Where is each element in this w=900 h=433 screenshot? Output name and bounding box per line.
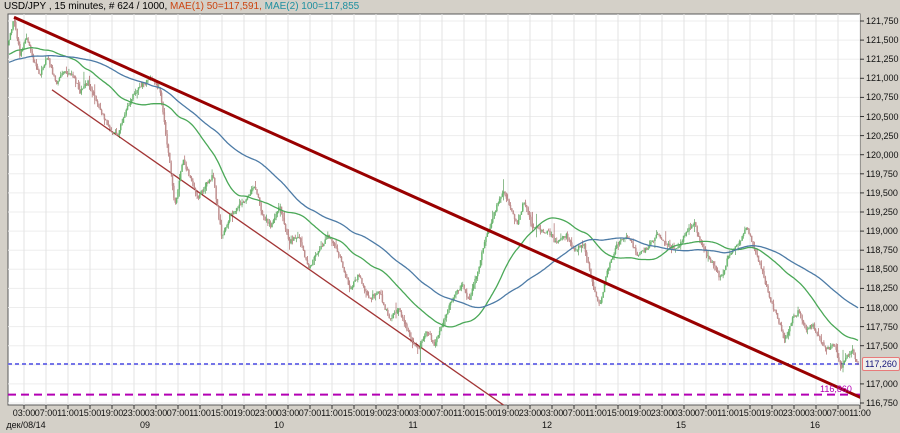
ma-line-50 bbox=[8, 47, 859, 341]
time-axis-label: 15:00 bbox=[210, 408, 234, 418]
time-axis-label: 11:00 bbox=[321, 408, 343, 418]
price-axis-label: 117,750 bbox=[866, 322, 898, 332]
price-axis-label: 118,750 bbox=[866, 245, 898, 255]
price-axis-label: 117,500 bbox=[866, 341, 898, 351]
time-axis-label: 11:00 bbox=[453, 408, 475, 418]
date-label: 11 bbox=[408, 420, 418, 430]
time-axis-label: 03:00 bbox=[144, 408, 168, 418]
price-axis-label: 116,750 bbox=[866, 398, 898, 408]
price-axis-label: 119,500 bbox=[866, 188, 898, 198]
time-axis-label: 19:00 bbox=[232, 408, 256, 418]
time-axis-label: 11:00 bbox=[57, 408, 79, 418]
price-axis-label: 118,250 bbox=[866, 283, 898, 293]
price-axis-label: 119,750 bbox=[866, 169, 898, 179]
time-axis-label: 11:00 bbox=[189, 408, 211, 418]
price-axis-label: 117,000 bbox=[866, 379, 898, 389]
time-axis-label: 07:00 bbox=[430, 408, 454, 418]
date-label: дек/08/14 bbox=[6, 420, 46, 430]
time-axis-label: 23:00 bbox=[782, 408, 806, 418]
date-label: 16 bbox=[809, 420, 821, 430]
price-axis-label: 120,750 bbox=[866, 92, 899, 102]
support-line-price-label: 116,860 bbox=[820, 384, 852, 394]
secondary-trendline bbox=[51, 89, 505, 405]
candles bbox=[8, 19, 859, 373]
mae2-indicator-value: MAE(2) 100=117,855 bbox=[264, 1, 360, 12]
date-label: 10 bbox=[273, 420, 285, 430]
time-axis-label: 03:00 bbox=[672, 408, 696, 418]
time-axis-label: 03:00 bbox=[540, 408, 564, 418]
time-axis-label: 07:00 bbox=[166, 408, 190, 418]
moving-average-lines bbox=[8, 47, 859, 341]
time-axis-label: 15:00 bbox=[78, 408, 102, 418]
price-axis-label: 119,000 bbox=[866, 226, 898, 236]
price-axis-label: 121,250 bbox=[866, 54, 899, 64]
price-axis-label: 121,750 bbox=[866, 16, 899, 26]
horizontal-level-lines bbox=[8, 363, 860, 396]
date-label: 15 bbox=[675, 420, 687, 430]
time-axis-label: 19:00 bbox=[496, 408, 520, 418]
time-axis-label: 07:00 bbox=[34, 408, 58, 418]
primary-trendline bbox=[13, 15, 860, 399]
time-axis-label: 19:00 bbox=[628, 408, 652, 418]
time-axis-label: 23:00 bbox=[254, 408, 278, 418]
time-axis-label: 03:00 bbox=[804, 408, 828, 418]
time-axis-label: 07:00 bbox=[694, 408, 718, 418]
time-axis-label: 19:00 bbox=[100, 408, 124, 418]
date-label: 12 bbox=[541, 420, 553, 430]
chart-symbol-title: USD/JPY , 15 minutes, # 624 / 1000, bbox=[4, 1, 168, 12]
time-axis-label: 23:00 bbox=[386, 408, 410, 418]
price-axis-label: 121,500 bbox=[866, 35, 899, 45]
time-axis-label: 11:00 bbox=[585, 408, 607, 418]
time-axis-label: 11:00 bbox=[849, 408, 871, 418]
time-axis-label: 03:00 bbox=[408, 408, 432, 418]
time-axis-label: 15:00 bbox=[474, 408, 498, 418]
time-axis-label: 07:00 bbox=[826, 408, 850, 418]
time-axis-label: 07:00 bbox=[562, 408, 586, 418]
time-axis-label: 03:00 bbox=[12, 408, 36, 418]
price-axis-label: 119,250 bbox=[866, 207, 898, 217]
time-axis-label: 15:00 bbox=[606, 408, 630, 418]
date-label: 09 bbox=[139, 420, 151, 430]
time-axis-label: 23:00 bbox=[650, 408, 674, 418]
time-axis-label: 07:00 bbox=[298, 408, 322, 418]
price-axis-label: 120,000 bbox=[866, 150, 899, 160]
time-axis-label: 23:00 bbox=[122, 408, 146, 418]
time-axis-label: 19:00 bbox=[364, 408, 388, 418]
price-axis-label: 120,500 bbox=[866, 112, 899, 122]
price-axis-label: 121,000 bbox=[866, 73, 899, 83]
time-axis-label: 11:00 bbox=[717, 408, 739, 418]
ma-line-100 bbox=[8, 54, 859, 309]
time-axis-label: 15:00 bbox=[738, 408, 762, 418]
current-price-badge: 117,260 bbox=[862, 357, 900, 371]
chart-header: USD/JPY , 15 minutes, # 624 / 1000, MAE(… bbox=[4, 1, 359, 13]
price-axis-label: 118,000 bbox=[866, 303, 898, 313]
time-axis-label: 15:00 bbox=[342, 408, 366, 418]
price-axis-label: 120,250 bbox=[866, 131, 899, 141]
time-axis-label: 23:00 bbox=[518, 408, 542, 418]
axis-ticks bbox=[23, 20, 864, 409]
mae1-indicator-value: MAE(1) 50=117,591, bbox=[170, 1, 262, 12]
time-axis-label: 19:00 bbox=[760, 408, 784, 418]
price-axis-label: 118,500 bbox=[866, 264, 898, 274]
time-axis-label: 03:00 bbox=[276, 408, 300, 418]
